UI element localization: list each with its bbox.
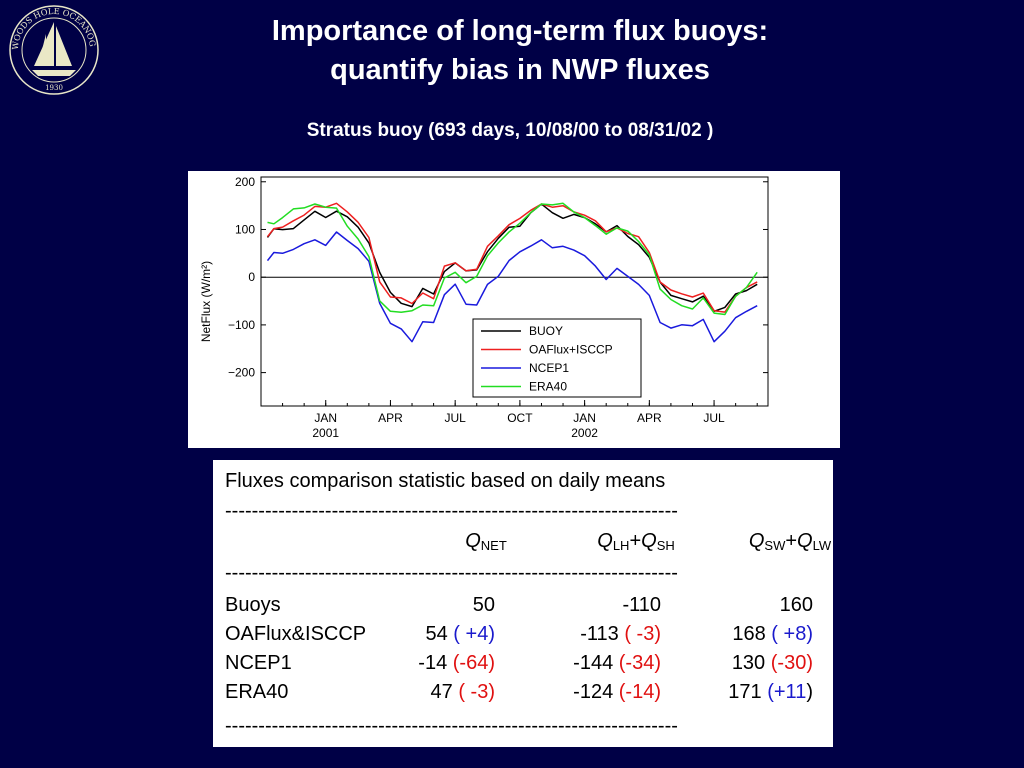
stat-cell: -144 (-34) <box>573 652 661 674</box>
legend-box <box>472 318 642 398</box>
stat-value: -144 <box>573 652 614 674</box>
stat-cell: 168 ( +8) <box>732 623 813 645</box>
netflux-chart: 200 100 0 −100 −200 JAN 2001 APR JUL OCT JAN 2002 AP… <box>188 171 840 448</box>
row-label: ERA40 <box>225 681 289 703</box>
x-tick-label: OCT <box>507 411 533 425</box>
x-tick-label: JUL <box>444 411 466 425</box>
column-header: QSW+QLW <box>748 530 832 553</box>
stat-cell: -110 <box>622 594 661 617</box>
stat-diff: -3 <box>636 623 655 645</box>
stat-value: 168 <box>732 623 766 645</box>
row-label: NCEP1 <box>225 652 292 674</box>
y-tick-label: −100 <box>228 318 255 332</box>
stat-diff: -14 <box>625 681 655 703</box>
page-title: Importance of long-term flux buoys: quan… <box>130 12 910 90</box>
legend-label: ERA40 <box>529 380 567 394</box>
stat-value: 171 <box>728 681 762 703</box>
stat-value: 47 <box>430 681 453 703</box>
y-tick-label: 100 <box>235 222 255 236</box>
stat-diff: -30 <box>777 652 807 674</box>
x-tick-label: JUL <box>703 411 725 425</box>
stat-cell: 160 <box>780 594 813 617</box>
whoi-logo: WOODS HOLE OCEANOGRAPHIC INSTITUTION 193… <box>4 4 99 95</box>
stat-diff: +8 <box>783 623 807 645</box>
x-tick-label: APR <box>378 411 403 425</box>
stat-value: -110 <box>622 594 661 616</box>
stat-cell: -113 ( -3) <box>580 623 661 645</box>
title-line-2: quantify bias in NWP fluxes <box>330 54 710 86</box>
stat-value: 160 <box>779 594 813 616</box>
column-header: QLH+QSH <box>597 530 675 553</box>
column-header: QNET <box>465 530 507 553</box>
row-label: OAFlux&ISCCP <box>225 623 367 645</box>
y-tick-label: 0 <box>248 270 255 284</box>
series-line-oaflux-isccp <box>266 202 758 313</box>
stat-cell: 54 ( +4) <box>425 623 495 645</box>
stat-cell: 171 (+11) <box>728 681 813 703</box>
stat-cell: 47 ( -3) <box>430 681 496 703</box>
stat-cell: 130 (-30) <box>731 652 813 674</box>
stat-diff: -3 <box>470 681 489 703</box>
x-tick-label: APR <box>637 411 662 425</box>
stat-value: -124 <box>573 681 614 703</box>
legend-label: NCEP1 <box>529 361 569 375</box>
stat-value: -113 <box>580 623 619 645</box>
row-label: Buoys <box>225 594 281 616</box>
y-tick-label: 200 <box>235 175 255 189</box>
stat-diff: +11 <box>773 681 807 703</box>
stat-cell: 50 <box>473 594 495 617</box>
stat-diff: -34 <box>625 652 655 674</box>
stat-diff: +4 <box>465 623 489 645</box>
stat-value: 54 <box>425 623 448 645</box>
divider-top: ----------------------------------------… <box>225 500 678 522</box>
stat-value: 130 <box>731 652 766 674</box>
x-tick-label: JAN <box>573 411 596 425</box>
series-line-buoy <box>266 203 758 313</box>
x-tick-label: JAN <box>314 411 337 425</box>
stats-table: Fluxes comparison statistic based on dai… <box>213 460 833 747</box>
x-tick-year-label: 2001 <box>312 426 339 440</box>
title-line-1: Importance of long-term flux buoys: <box>271 15 769 47</box>
divider-middle: ----------------------------------------… <box>225 562 678 584</box>
stat-cell: -14 (-64) <box>418 652 495 674</box>
stat-value: 50 <box>472 594 495 616</box>
ship-icon <box>32 22 76 76</box>
legend-label: OAFlux+ISCCP <box>529 343 613 357</box>
page-subtitle: Stratus buoy (693 days, 10/08/00 to 08/3… <box>306 120 714 141</box>
stat-diff: -64 <box>459 652 489 674</box>
y-axis-label: NetFlux (W/m²) <box>199 261 213 342</box>
series-line-ncep1 <box>266 231 758 343</box>
divider-bottom: ----------------------------------------… <box>225 715 678 737</box>
y-tick-label: −200 <box>228 366 255 380</box>
legend-label: BUOY <box>529 324 563 338</box>
stat-value: -14 <box>418 652 448 674</box>
stats-heading: Fluxes comparison statistic based on dai… <box>225 470 666 492</box>
stat-cell: -124 (-14) <box>573 681 661 703</box>
logo-year: 1930 <box>45 84 63 92</box>
series-line-era40 <box>267 202 758 316</box>
x-tick-year-label: 2002 <box>571 426 598 440</box>
